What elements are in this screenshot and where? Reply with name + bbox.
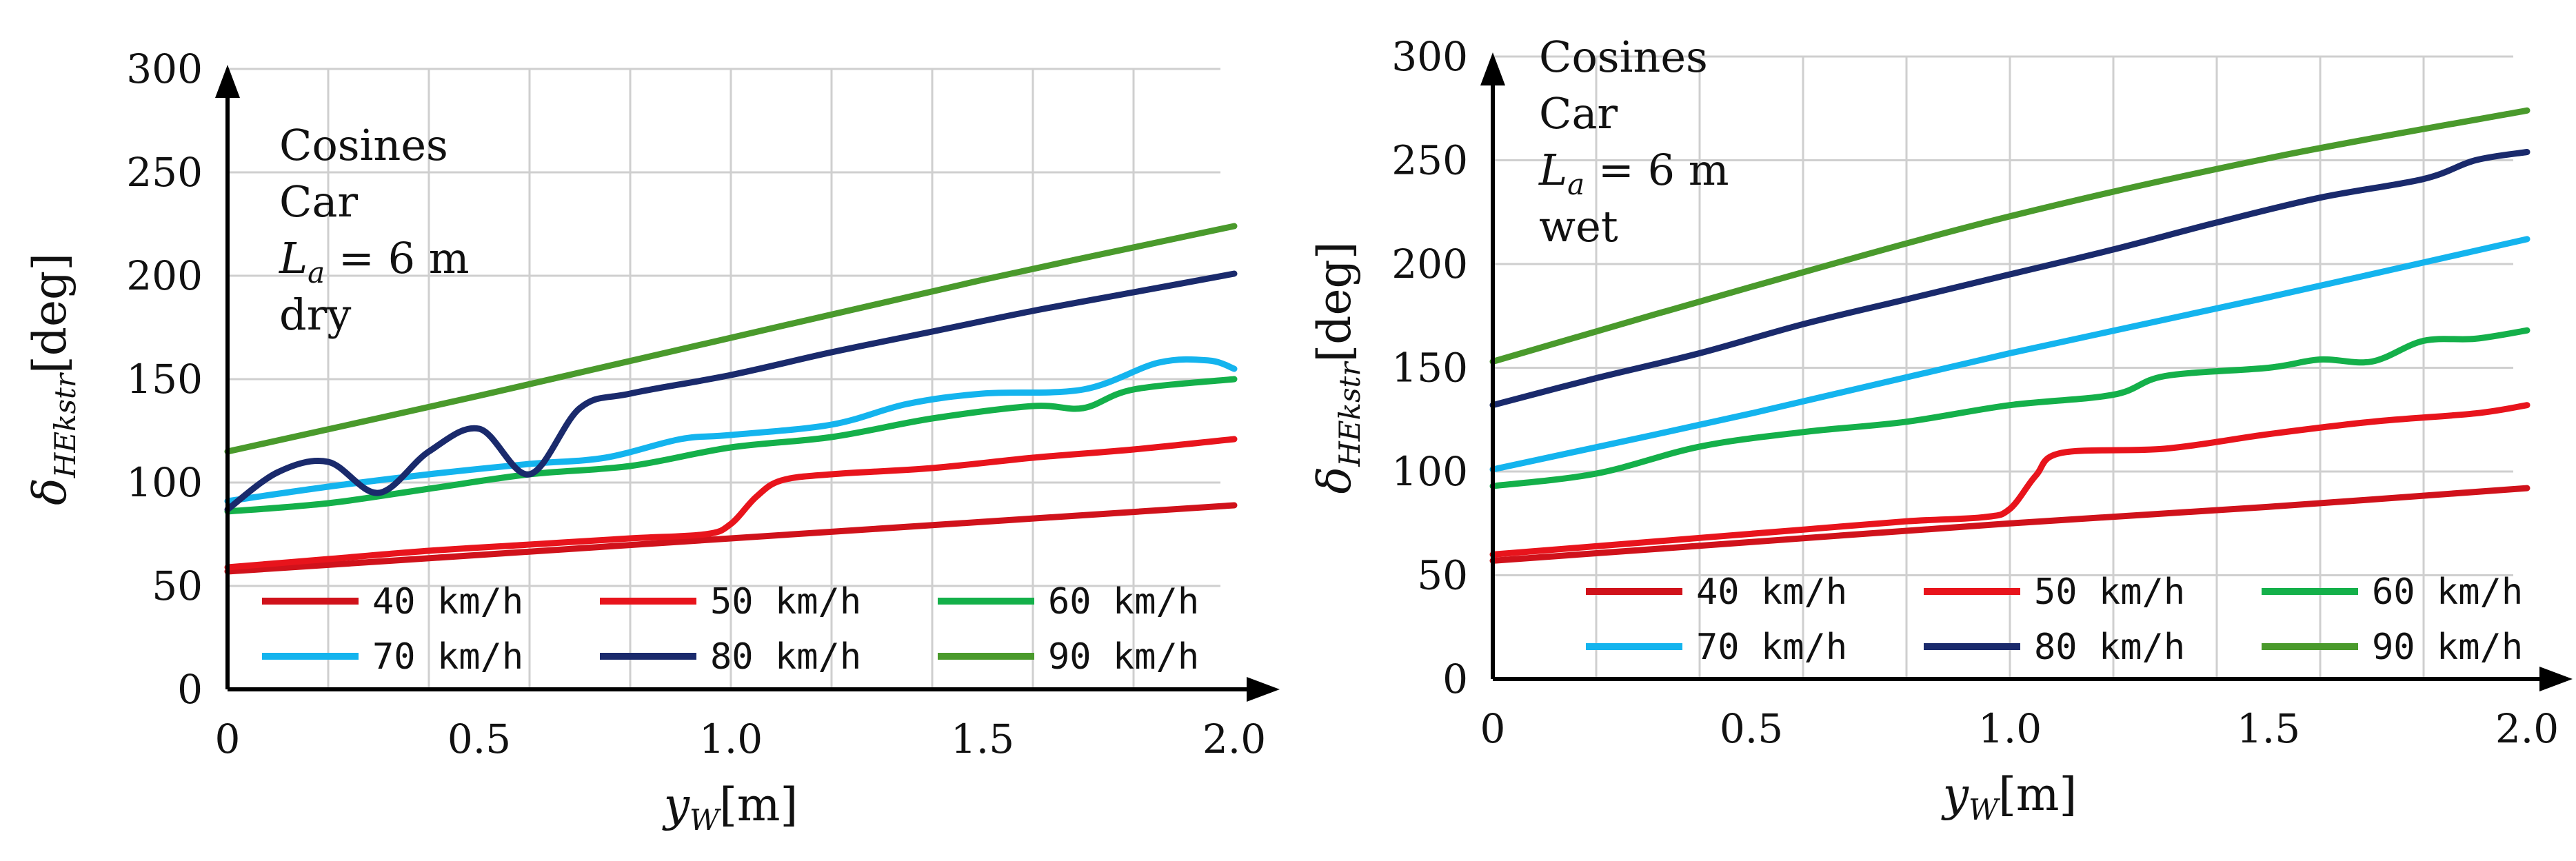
x-tick-label: 1.0 <box>1978 705 2042 752</box>
y-tick-label: 200 <box>1391 241 1468 287</box>
y-tick-label: 0 <box>177 666 203 713</box>
legend-label: 40 km/h <box>372 581 523 622</box>
series-line-40-km-h <box>224 502 1238 575</box>
legend-label: 60 km/h <box>2372 571 2523 613</box>
annotation-la-symbol: L <box>1538 145 1567 195</box>
legend: 40 km/h 50 km/h 60 km/h 70 km/h 80 km/h 90 km… <box>1586 571 2523 668</box>
series-line-40-km-h <box>1489 485 2530 564</box>
legend-label: 50 km/h <box>710 581 861 622</box>
annotation-line3: La = 6 m <box>279 233 470 290</box>
legend-label: 70 km/h <box>1696 627 1847 668</box>
y-tick-label: 250 <box>1391 137 1468 184</box>
x-tick-label: 2.0 <box>1203 716 1266 762</box>
y-tick-label: 250 <box>126 149 203 196</box>
y-axis-title: δHEkstr[deg] <box>23 253 82 505</box>
y-axis-arrow <box>1480 52 1505 85</box>
annotation-line1: Cosines <box>279 120 448 170</box>
legend-label: 80 km/h <box>2034 627 2185 668</box>
series-line-90-km-h <box>1489 107 2530 365</box>
y-axis-subscript: HEkstr <box>1333 361 1367 467</box>
y-axis-subscript: HEkstr <box>48 372 82 478</box>
series-group <box>224 223 1238 575</box>
chart-panel-right: 0 50 100 150 200 250 300 0 0.5 1.0 1.5 2.0 yW[m] δHEk… <box>1308 32 2573 827</box>
y-tick-label: 200 <box>126 252 203 299</box>
legend-label: 70 km/h <box>372 636 523 678</box>
x-axis-arrow <box>1247 677 1280 702</box>
y-axis-title: δHEkstr[deg] <box>1308 241 1367 494</box>
y-tick-label: 150 <box>126 356 203 403</box>
gridlines <box>1493 55 2513 679</box>
x-tick-label: 1.5 <box>2237 705 2300 752</box>
x-axis-subscript: W <box>690 803 722 837</box>
annotation-la-value: = 6 m <box>325 233 469 283</box>
annotation-la-value: = 6 m <box>1584 145 1729 195</box>
annotation-la-sub: a <box>1567 168 1584 201</box>
annotation-la-symbol: L <box>279 233 308 283</box>
y-axis-arrow <box>215 65 240 98</box>
x-tick-label: 0.5 <box>447 716 511 762</box>
y-tick-label: 300 <box>126 45 203 92</box>
series-line-50-km-h <box>224 436 1238 571</box>
annotation-la-sub: a <box>308 256 325 290</box>
x-axis-title: yW[m] <box>662 778 798 837</box>
annotation-line4: wet <box>1539 201 1618 252</box>
y-axis-unit: [deg] <box>1308 241 1361 362</box>
y-tick-label: 50 <box>152 563 203 609</box>
series-line-90-km-h <box>224 223 1238 455</box>
x-axis-symbol: y <box>662 778 690 831</box>
x-axis-symbol: y <box>1941 768 1969 821</box>
annotation-line4: dry <box>279 290 351 340</box>
annotation-line2: Car <box>1539 88 1618 139</box>
annotation-line1: Cosines <box>1539 32 1708 82</box>
y-tick-label: 150 <box>1391 345 1468 392</box>
gridlines <box>228 68 1220 689</box>
y-tick-label: 100 <box>126 459 203 506</box>
series-line-80-km-h <box>224 270 1238 513</box>
annotation-line2: Car <box>279 176 358 227</box>
x-tick-label: 1.0 <box>699 716 763 762</box>
series-line-50-km-h <box>1489 402 2530 558</box>
series-group <box>1489 107 2530 564</box>
legend-label: 40 km/h <box>1696 571 1847 613</box>
y-tick-label: 0 <box>1442 656 1468 702</box>
x-axis-arrow <box>2539 667 2573 691</box>
series-line-60-km-h <box>224 376 1238 515</box>
x-tick-label: 1.5 <box>951 716 1014 762</box>
x-axis-unit: [m] <box>1998 768 2077 821</box>
series-line-60-km-h <box>1489 327 2530 489</box>
legend-label: 60 km/h <box>1048 581 1199 622</box>
x-axis-unit: [m] <box>719 778 798 831</box>
legend: 40 km/h 50 km/h 60 km/h 70 km/h 80 km/h 90 km… <box>262 581 1199 678</box>
y-axis-symbol: δ <box>1308 467 1361 494</box>
legend-label: 80 km/h <box>710 636 861 678</box>
x-tick-label: 0.5 <box>1720 705 1783 752</box>
y-axis-symbol: δ <box>23 478 77 505</box>
y-tick-label: 50 <box>1417 552 1468 599</box>
series-line-80-km-h <box>1489 149 2530 409</box>
chart-panel-left: 0 50 100 150 200 250 300 0 0.5 1.0 1.5 2.0 yW[m] δHEk… <box>23 45 1280 837</box>
x-axis-subscript: W <box>1969 793 2001 827</box>
y-axis-unit: [deg] <box>23 253 77 374</box>
x-axis-title: yW[m] <box>1941 768 2077 827</box>
series-line-70-km-h <box>1489 236 2530 473</box>
legend-label: 90 km/h <box>2372 627 2523 668</box>
legend-label: 90 km/h <box>1048 636 1199 678</box>
series-line-70-km-h <box>224 356 1238 505</box>
legend-label: 50 km/h <box>2034 571 2185 613</box>
x-tick-label: 2.0 <box>2495 705 2559 752</box>
annotation-line3: La = 6 m <box>1538 145 1729 201</box>
x-tick-label: 0 <box>215 716 241 762</box>
y-tick-label: 100 <box>1391 448 1468 495</box>
x-tick-label: 0 <box>1480 705 1506 752</box>
y-tick-label: 300 <box>1391 33 1468 80</box>
